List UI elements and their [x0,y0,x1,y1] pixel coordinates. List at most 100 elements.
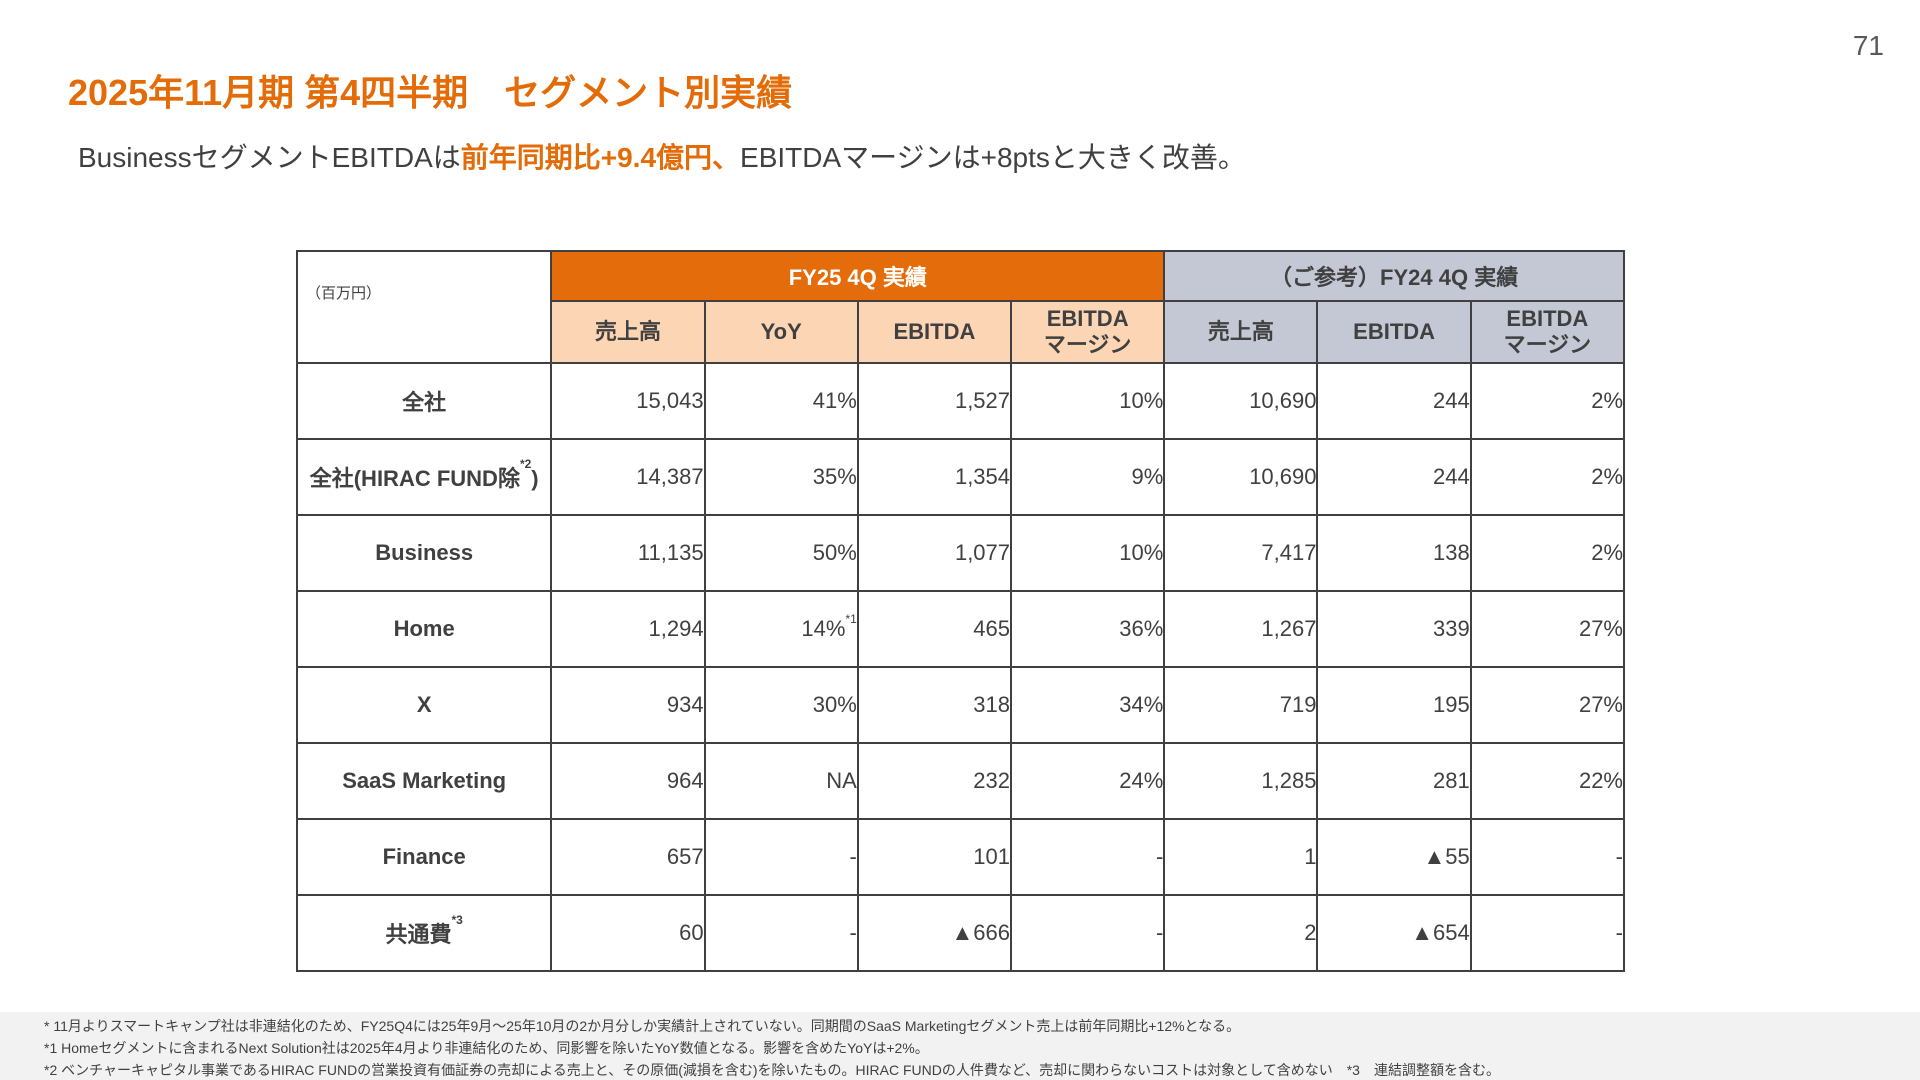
footnote-mark: *1 [845,612,857,626]
fy25-sales: 15,043 [550,362,706,440]
fy24-margin: 2% [1469,514,1626,592]
fy25-sales: 14,387 [550,438,706,516]
header-fy25-actual: FY25 4Q 実績 [550,250,1166,302]
fy24-ebitda: 195 [1316,666,1472,744]
fy25-sales: 1,294 [550,590,706,668]
footnotes: * 11月よりスマートキャンプ社は非連結化のため、FY25Q4には25年9月～2… [0,1012,1920,1080]
fy25-margin: 9% [1010,438,1166,516]
fy25-sales: 11,135 [550,514,706,592]
table-row: Home 1,294 14%*1 465 36% 1,267 339 27% [295,590,1626,668]
fy25-margin: 10% [1010,362,1166,440]
row-label: SaaS Marketing [295,742,553,820]
table-row: SaaS Marketing 964 NA 232 24% 1,285 281 … [295,742,1626,820]
row-label-tail: ) [531,466,539,491]
table-row: 全社(HIRAC FUND除*2) 14,387 35% 1,354 9% 10… [295,438,1626,516]
fy24-sales: 2 [1163,894,1319,972]
fy24-sales: 1 [1163,818,1319,896]
fy25-margin: 36% [1010,590,1166,668]
fy25-sales: 60 [550,894,706,972]
fy24-ebitda: 138 [1316,514,1472,592]
fy25-ebitda: 465 [856,590,1013,668]
fy24-margin: 2% [1469,362,1626,440]
subtitle-highlight: 前年同期比+9.4億円、 [460,142,741,173]
col-header-fy25-ebitda: EBITDA [856,300,1013,364]
fy25-ebitda: 1,077 [856,514,1013,592]
fy25-margin: 34% [1010,666,1166,744]
fy25-ebitda: 101 [856,818,1013,896]
fy25-ebitda: ▲666 [856,894,1013,972]
footnote-mark: *3 [451,913,463,927]
col-header-fy24-ebitda: EBITDA [1316,300,1472,364]
fy24-ebitda: ▲55 [1316,818,1472,896]
fy24-sales: 1,267 [1163,590,1319,668]
table-row: 共通費*3 60 - ▲666 - 2 ▲654 - [295,894,1626,972]
footnote-mark: *2 [519,457,532,471]
fy25-margin: - [1010,818,1166,896]
fy25-yoy: 35% [703,438,859,516]
fy24-sales: 10,690 [1163,362,1319,440]
segment-results-table: （百万円） FY25 4Q 実績 （ご参考）FY24 4Q 実績 売上高 YoY… [295,250,1626,972]
fy25-yoy: - [703,818,859,896]
row-label-text: 全社(HIRAC FUND除 [309,466,520,491]
row-label: 全社 [295,362,553,440]
page-subtitle: BusinessセグメントEBITDAは前年同期比+9.4億円、EBITDAマー… [78,136,1246,176]
fy24-margin: - [1469,894,1626,972]
col-header-fy25-sales: 売上高 [550,300,706,364]
margin-line1: EBITDA [1506,306,1589,331]
row-label: Home [295,590,553,668]
fy25-ebitda: 1,354 [856,438,1013,516]
table-row: X 934 30% 318 34% 719 195 27% [295,666,1626,744]
row-label: Finance [295,818,553,896]
fy25-yoy: NA [703,742,859,820]
subtitle-part2: EBITDAマージンは+8ptsと大きく改善。 [740,142,1246,173]
subtitle-part1: BusinessセグメントEBITDAは [78,142,461,173]
fy24-sales: 1,285 [1163,742,1319,820]
margin-line2: マージン [1503,332,1592,357]
fy24-margin: 27% [1469,666,1626,744]
table-row: Business 11,135 50% 1,077 10% 7,417 138 … [295,514,1626,592]
fy24-ebitda: 244 [1316,438,1472,516]
fy24-ebitda: 339 [1316,590,1472,668]
footnote-3: *2 ベンチャーキャピタル事業であるHIRAC FUNDの営業投資有価証券の売却… [44,1062,1500,1078]
fy24-ebitda: 244 [1316,362,1472,440]
margin-line2: マージン [1043,332,1132,357]
fy24-margin: 22% [1469,742,1626,820]
row-label: 全社(HIRAC FUND除*2) [295,438,553,516]
unit-label: （百万円） [295,250,553,364]
fy25-margin: 10% [1010,514,1166,592]
fy24-sales: 10,690 [1163,438,1319,516]
fy24-ebitda: ▲654 [1316,894,1472,972]
col-header-fy24-margin: EBITDA マージン [1469,300,1626,364]
row-label: X [295,666,553,744]
fy24-sales: 7,417 [1163,514,1319,592]
table-row: Finance 657 - 101 - 1 ▲55 - [295,818,1626,896]
table-row: 全社 15,043 41% 1,527 10% 10,690 244 2% [295,362,1626,440]
row-label: 共通費*3 [295,894,553,972]
fy24-margin: - [1469,818,1626,896]
col-header-fy25-yoy: YoY [703,300,859,364]
header-fy24-reference: （ご参考）FY24 4Q 実績 [1163,250,1625,302]
fy25-ebitda: 318 [856,666,1013,744]
fy24-sales: 719 [1163,666,1319,744]
fy24-ebitda: 281 [1316,742,1472,820]
fy25-yoy: 14%*1 [703,590,859,668]
col-header-fy25-margin: EBITDA マージン [1010,300,1166,364]
fy25-margin: - [1010,894,1166,972]
fy25-ebitda: 232 [856,742,1013,820]
fy24-margin: 27% [1469,590,1626,668]
fy25-sales: 964 [550,742,706,820]
page-title: 2025年11月期 第4四半期 セグメント別実績 [68,72,793,113]
yoy-value: 14% [801,616,846,641]
fy25-yoy: 50% [703,514,859,592]
col-header-fy24-sales: 売上高 [1163,300,1319,364]
fy25-margin: 24% [1010,742,1166,820]
row-label: Business [295,514,553,592]
margin-line1: EBITDA [1046,306,1129,331]
fy25-yoy: - [703,894,859,972]
row-label-text: 共通費 [385,922,452,947]
fy25-sales: 934 [550,666,706,744]
fy25-yoy: 41% [703,362,859,440]
fy25-yoy: 30% [703,666,859,744]
footnote-1: * 11月よりスマートキャンプ社は非連結化のため、FY25Q4には25年9月～2… [44,1018,1241,1034]
page-number: 71 [1852,30,1884,61]
